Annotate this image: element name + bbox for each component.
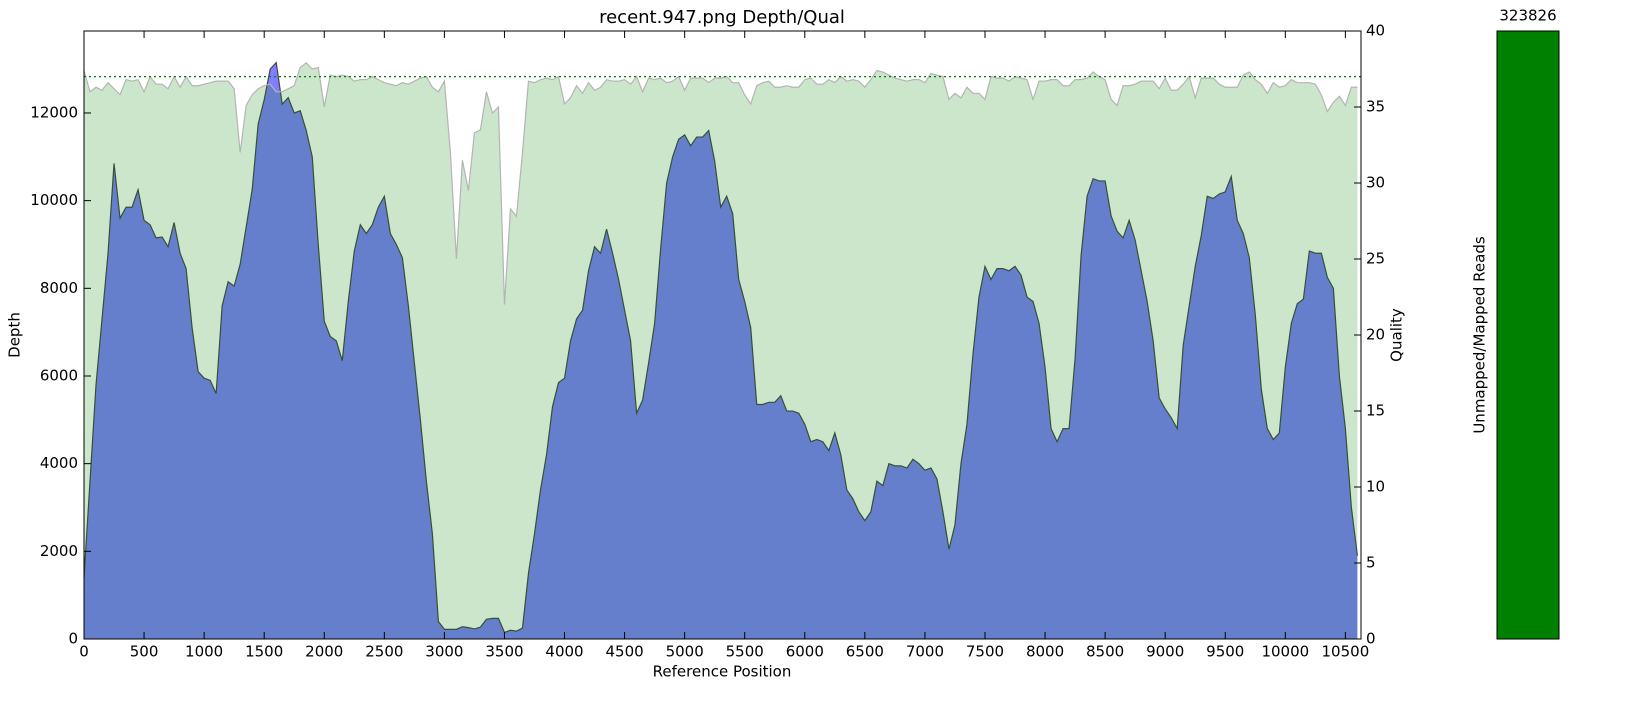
x-tick-label: 3500: [485, 643, 523, 661]
x-tick-label: 1000: [185, 643, 223, 661]
x-tick-label: 9500: [1206, 643, 1244, 661]
x-tick-label: 8000: [1026, 643, 1064, 661]
y-tick-label: 4000: [40, 454, 78, 472]
x-tick-label: 8500: [1086, 643, 1124, 661]
x-axis-label: Reference Position: [653, 663, 792, 681]
y2-tick-label: 35: [1366, 98, 1385, 116]
y-tick-label: 2000: [40, 542, 78, 560]
x-tick-label: 3000: [425, 643, 463, 661]
x-tick-label: 6000: [786, 643, 824, 661]
y2-tick-label: 0: [1366, 630, 1376, 648]
y-tick-label: 10000: [30, 191, 78, 209]
bar-segment: [1497, 31, 1559, 639]
x-tick-label: 1500: [245, 643, 283, 661]
y-axis-label: Depth: [6, 312, 24, 358]
y2-tick-label: 30: [1366, 174, 1385, 192]
x-tick-label: 5000: [666, 643, 704, 661]
y-tick-label: 0: [68, 630, 78, 648]
area-fill: [84, 62, 1358, 640]
x-tick-label: 10000: [1261, 643, 1309, 661]
y-tick-label: 8000: [40, 279, 78, 297]
y-tick-label: 6000: [40, 366, 78, 384]
y2-tick-label: 10: [1366, 478, 1385, 496]
x-tick-label: 2500: [365, 643, 403, 661]
x-tick-label: 7000: [906, 643, 944, 661]
x-tick-label: 10500: [1322, 643, 1370, 661]
x-tick-label: 4500: [605, 643, 643, 661]
x-tick-label: 6500: [846, 643, 884, 661]
bar-frame: [1496, 30, 1560, 640]
x-tick-label: 9000: [1146, 643, 1184, 661]
y2-tick-label: 20: [1366, 326, 1385, 344]
chart-title: recent.947.png Depth/Qual: [599, 7, 845, 28]
area-fill: [84, 62, 1358, 640]
y2-axis-label: Quality: [1388, 308, 1406, 362]
y2-tick-label: 15: [1366, 402, 1385, 420]
y2-tick-label: 25: [1366, 250, 1385, 268]
x-tick-label: 2000: [305, 643, 343, 661]
area-edge: [83, 61, 1358, 634]
x-tick-label: 4000: [545, 643, 583, 661]
bar-axis-label: Unmapped/Mapped Reads: [1471, 236, 1489, 434]
y2-tick-label: 40: [1366, 22, 1385, 40]
y-tick-label: 12000: [30, 103, 78, 121]
x-tick-label: 500: [130, 643, 159, 661]
area-edge: [83, 62, 1358, 305]
x-tick-label: 7500: [966, 643, 1004, 661]
y2-tick-label: 5: [1366, 554, 1376, 572]
x-tick-label: 0: [79, 643, 89, 661]
bar-value-label: 323826: [1499, 7, 1556, 25]
x-tick-label: 5500: [726, 643, 764, 661]
